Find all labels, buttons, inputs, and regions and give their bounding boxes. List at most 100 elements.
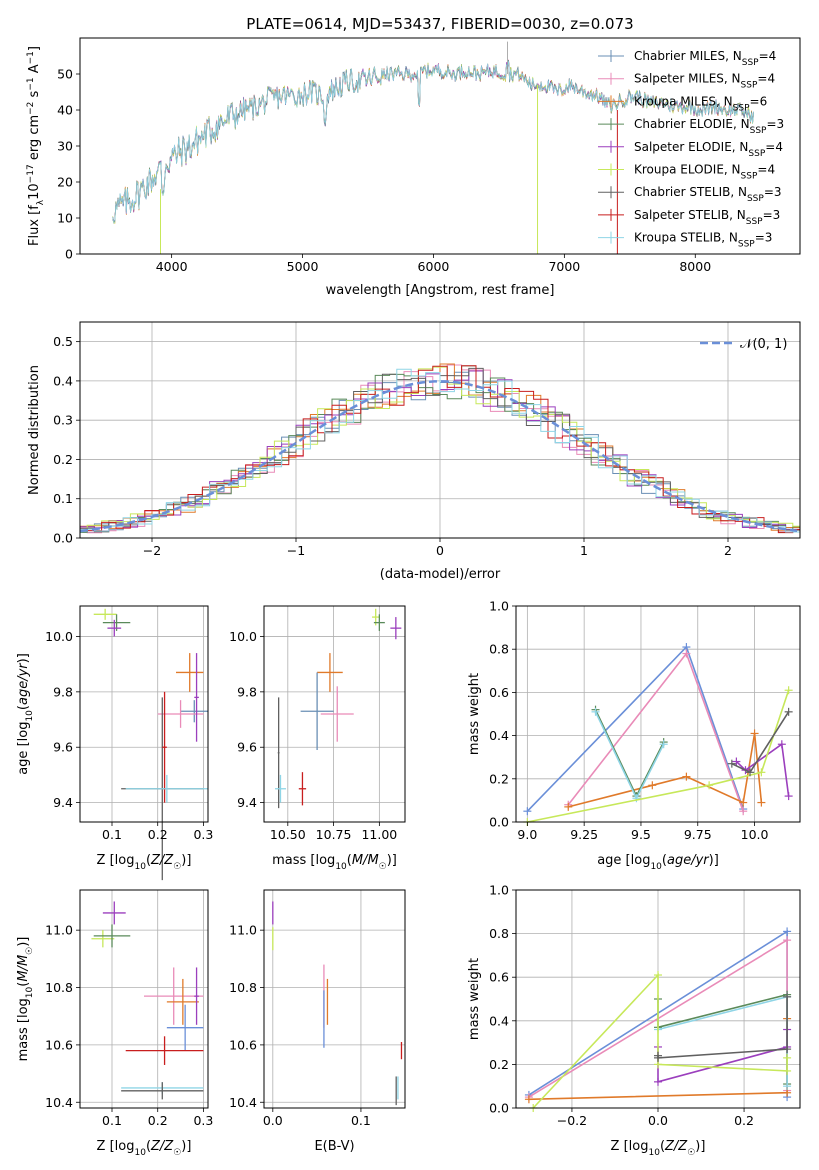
y-tick-label: 0.0 — [489, 815, 509, 830]
legend-label: 𝒩(0, 1) — [740, 337, 787, 352]
y-tick-label: 0.0 — [53, 531, 73, 546]
y-tick-label: 0.5 — [53, 334, 73, 349]
x-tick-label: 9.0 — [517, 827, 537, 842]
x-tick-label: 4000 — [156, 259, 188, 274]
y-tick-label: 20 — [57, 175, 73, 190]
y-tick-label: 0.1 — [53, 491, 73, 506]
x-tick-label: 11.00 — [361, 827, 397, 842]
y-tick-label: 9.6 — [53, 740, 73, 755]
x-tick-label: 1 — [580, 543, 588, 558]
age_vs_mass-panel: 10.50 10.75 11.00 9.4 9.6 9.8 10.0 mass [log10(… — [229, 605, 406, 872]
y-tick-label: 0.4 — [489, 1013, 509, 1028]
legend-label: Kroupa MILES, NSSP=6 — [634, 94, 767, 113]
gaussian-curve — [79, 380, 798, 533]
x-axis-label: wavelength [Angstrom, rest frame] — [326, 283, 555, 298]
y-tick-label: 0.8 — [489, 642, 509, 657]
y-tick-label: 0.6 — [489, 970, 509, 985]
y-axis-label: Flux [fλ10−17 erg cm−2 s−1 A−1] — [26, 46, 46, 246]
x-tick-label: 5000 — [287, 259, 319, 274]
y-axis-label: mass weight — [467, 673, 482, 755]
legend-label: Chabrier STELIB, NSSP=3 — [634, 185, 782, 204]
y-tick-label: 10.4 — [45, 1095, 73, 1110]
y-tick-label: 0.4 — [489, 728, 509, 743]
legend-label: Salpeter MILES, NSSP=4 — [634, 72, 775, 91]
x-tick-label: 0.0 — [648, 1113, 668, 1128]
y-tick-label: 40 — [57, 103, 73, 118]
y-tick-label: 9.8 — [237, 684, 257, 699]
legend-label: Kroupa STELIB, NSSP=3 — [634, 231, 772, 250]
y-tick-label: 0.3 — [53, 413, 73, 428]
x-tick-label: 9.5 — [631, 827, 651, 842]
y-tick-label: 50 — [57, 67, 73, 82]
series-line — [532, 972, 788, 1109]
x-tick-label: 9.75 — [684, 827, 712, 842]
x-tick-label: 0.1 — [102, 827, 122, 842]
x-axis-label: (data-model)/error — [380, 567, 501, 582]
x-tick-label: 10.75 — [316, 827, 352, 842]
y-tick-label: 0 — [65, 247, 73, 262]
y-tick-label: 9.6 — [237, 740, 257, 755]
y-tick-label: 0.2 — [53, 452, 73, 467]
y-tick-label: 0.4 — [53, 373, 73, 388]
spectrum-series-line — [112, 61, 755, 224]
axes-frame — [79, 605, 209, 823]
y-tick-label: 10.0 — [45, 629, 73, 644]
x-tick-label: −0.2 — [557, 1113, 587, 1128]
x-tick-label: 0.2 — [148, 1113, 168, 1128]
y-tick-label: 0.8 — [489, 926, 509, 941]
x-axis-label: Z [log10(Z/Z☉)] — [97, 853, 192, 872]
spectrum-panel: 4000 5000 6000 7000 8000 0 10 20 30 40 50 wavelengt… — [26, 37, 801, 298]
series-line — [527, 689, 790, 823]
series-line — [568, 733, 763, 808]
panels: 4000 5000 6000 7000 800001020304050wavelengt… — [16, 37, 801, 1158]
x-tick-label: 0.0 — [263, 1113, 283, 1128]
x-tick-label: 7000 — [548, 259, 580, 274]
x-tick-label: 0.1 — [102, 1113, 122, 1128]
y-tick-label: 10.8 — [229, 980, 257, 995]
histogram-series — [80, 367, 800, 534]
y-tick-label: 10.0 — [229, 629, 257, 644]
residuals-panel: −2 −1 0 1 2 0.0 0.1 0.2 0.3 0.4 0.5 (data-model)/er… — [27, 321, 801, 582]
massweight_vs_Z-panel: −0.2 0.0 0.2 0.0 0.2 0.4 0.6 0.8 1.0 Z [log10(Z/Z… — [467, 883, 801, 1158]
x-tick-label: 10.50 — [270, 827, 306, 842]
x-tick-label: 0.2 — [734, 1113, 754, 1128]
y-tick-label: 1.0 — [489, 883, 509, 898]
y-tick-label: 30 — [57, 139, 73, 154]
x-tick-label: 0.2 — [148, 827, 168, 842]
x-tick-label: 6000 — [418, 259, 450, 274]
massweight_vs_age-panel: 9.0 9.25 9.5 9.75 10.0 0.0 0.2 0.4 0.6 0.8 1.0 age … — [467, 599, 801, 872]
y-tick-label: 11.0 — [45, 923, 73, 938]
y-axis-label: mass [log10(M/M☉)] — [16, 937, 35, 1062]
y-tick-label: 0.6 — [489, 685, 509, 700]
age_vs_Z-panel: 0.1 0.2 0.3 9.4 9.6 9.8 10.0 Z [log10(Z/Z☉)] age… — [16, 605, 213, 881]
y-tick-label: 9.4 — [237, 795, 257, 810]
x-tick-label: 0 — [436, 543, 444, 558]
y-tick-label: 1.0 — [489, 599, 509, 614]
mass_vs_Z-panel: 0.1 0.2 0.3 10.4 10.6 10.8 11.0 Z [log10(Z/Z☉)]… — [16, 889, 213, 1158]
y-tick-label: 11.0 — [229, 923, 257, 938]
x-axis-label: E(B-V) — [314, 1139, 354, 1154]
x-tick-label: 10.0 — [741, 827, 769, 842]
histogram-series — [80, 368, 800, 533]
series-line — [735, 742, 790, 797]
axes-frame — [515, 605, 801, 823]
x-tick-label: −2 — [143, 543, 161, 558]
y-axis-label: mass weight — [467, 958, 482, 1040]
y-tick-label: 10.6 — [229, 1037, 257, 1052]
y-axis-label: Normed distribution — [27, 365, 42, 495]
x-axis-label: mass [log10(M/M☉)] — [272, 853, 397, 872]
x-axis-label: Z [log10(Z/Z☉)] — [97, 1139, 192, 1158]
legend-label: Chabrier MILES, NSSP=4 — [634, 49, 776, 68]
histogram-series — [80, 365, 800, 534]
figure-title: PLATE=0614, MJD=53437, FIBERID=0030, z=0… — [246, 15, 633, 33]
x-tick-label: 8000 — [679, 259, 711, 274]
y-tick-label: 10.6 — [45, 1037, 73, 1052]
y-tick-label: 10 — [57, 211, 73, 226]
x-tick-label: 9.25 — [570, 827, 598, 842]
axes-frame — [263, 889, 406, 1109]
y-tick-label: 10.4 — [229, 1095, 257, 1110]
axes-frame — [79, 889, 209, 1109]
x-axis-label: age [log10(age/yr)] — [597, 853, 719, 872]
mass_vs_EBV-panel: 0.0 0.1 10.4 10.6 10.8 11.0 — [229, 889, 406, 1128]
